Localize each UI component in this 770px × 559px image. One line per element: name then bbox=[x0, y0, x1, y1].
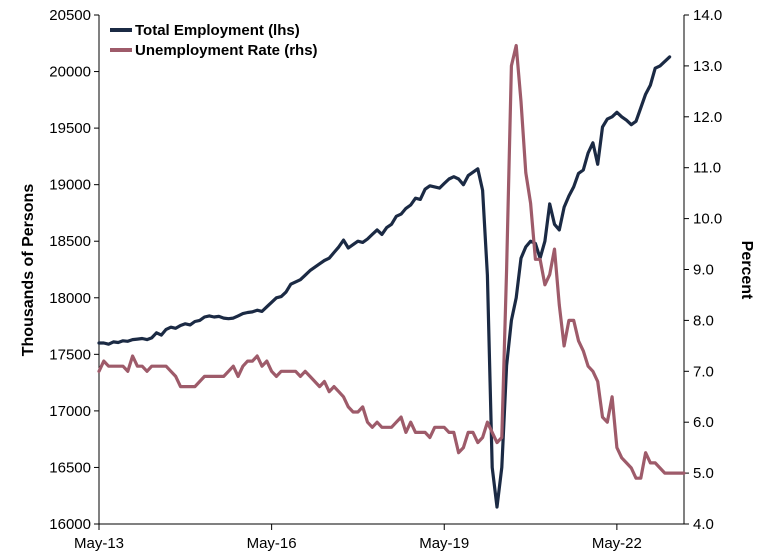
legend: Total Employment (lhs) Unemployment Rate… bbox=[110, 22, 318, 59]
x-axis-ticks: May-13 May-16 May-19 May-22 bbox=[74, 524, 642, 552]
y-right-tick-label: 6.0 bbox=[693, 414, 714, 431]
x-tick-label: May-16 bbox=[247, 535, 297, 552]
series-line-unemployment-rate bbox=[97, 43, 686, 480]
y-left-tick-label: 16500 bbox=[49, 459, 91, 476]
y-left-tick-label: 20000 bbox=[49, 64, 91, 81]
y-right-tick-label: 14.0 bbox=[693, 7, 722, 24]
y-right-tick-label: 10.0 bbox=[693, 211, 722, 228]
y-left-tick-label: 19500 bbox=[49, 120, 91, 137]
y-right-tick-label: 5.0 bbox=[693, 465, 714, 482]
y-right-tick-label: 4.0 bbox=[693, 516, 714, 533]
y-right-tick-label: 11.0 bbox=[693, 160, 721, 177]
left-axis-ticks: 16000 16500 17000 17500 18000 18500 19000 19500… bbox=[49, 7, 99, 533]
y-left-tick-label: 17000 bbox=[49, 403, 91, 420]
x-tick-label: May-22 bbox=[592, 535, 642, 552]
legend-label-unemployment: Unemployment Rate (rhs) bbox=[135, 42, 318, 59]
right-axis-ticks: 4.0 5.0 6.0 7.0 8.0 9.0 10.0 11.0 12.0 13.0 14.0 bbox=[684, 7, 722, 533]
y-right-tick-label: 13.0 bbox=[693, 58, 722, 75]
axes bbox=[98, 15, 685, 525]
y-left-tick-label: 16000 bbox=[49, 516, 91, 533]
x-tick-label: May-19 bbox=[419, 535, 469, 552]
y-right-tick-label: 9.0 bbox=[693, 262, 714, 279]
x-tick-label: May-13 bbox=[74, 535, 124, 552]
y-left-tick-label: 20500 bbox=[49, 7, 91, 24]
y-left-axis-title: Thousands of Persons bbox=[20, 184, 37, 357]
y-left-tick-label: 17500 bbox=[49, 346, 91, 363]
y-right-tick-label: 8.0 bbox=[693, 312, 714, 329]
y-left-tick-label: 18500 bbox=[49, 233, 91, 250]
series-lines bbox=[97, 43, 686, 509]
legend-label-employment: Total Employment (lhs) bbox=[135, 22, 300, 39]
y-right-axis-title: Percent bbox=[738, 241, 755, 300]
y-left-tick-label: 18000 bbox=[49, 290, 91, 307]
series-line-total-employment bbox=[97, 55, 672, 509]
y-right-tick-label: 12.0 bbox=[693, 109, 722, 126]
y-left-tick-label: 19000 bbox=[49, 177, 91, 194]
y-right-tick-label: 7.0 bbox=[693, 363, 714, 380]
